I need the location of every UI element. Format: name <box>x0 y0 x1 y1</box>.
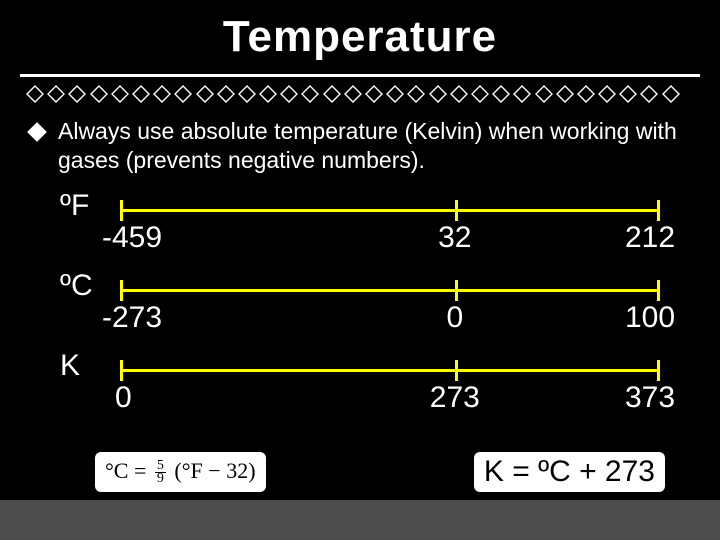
scale-axis <box>120 209 660 212</box>
f-lparen: ( <box>174 458 181 483</box>
bullet-text: Always use absolute temperature (Kelvin)… <box>58 117 690 175</box>
scale-label: ºC <box>60 269 93 303</box>
scale-value: 373 <box>625 381 675 415</box>
scale-tick <box>455 280 458 301</box>
diamond-icon <box>301 85 319 103</box>
bullet-row: Always use absolute temperature (Kelvin)… <box>0 113 720 175</box>
diamond-icon <box>344 85 362 103</box>
slide-title: Temperature <box>0 0 720 62</box>
fraction: 5 9 <box>155 460 166 486</box>
diamond-icon <box>132 85 150 103</box>
diamond-icon <box>47 85 65 103</box>
scale-tick <box>120 360 123 381</box>
scale-value: 32 <box>438 221 471 255</box>
scale-values: 0273373 <box>120 381 660 415</box>
scale-tick <box>455 360 458 381</box>
diamond-icon <box>513 85 531 103</box>
scale-row: ºF-45932212 <box>60 193 660 273</box>
diamond-icon <box>238 85 256 103</box>
diamond-icon <box>386 85 404 103</box>
scale-row: K0273373 <box>60 353 660 433</box>
bullet-diamond-icon <box>27 122 47 142</box>
f-eq: = <box>134 458 146 483</box>
scale-tick <box>455 200 458 221</box>
diamond-icon <box>26 85 44 103</box>
diamond-divider <box>20 81 700 107</box>
scale-values: -2730100 <box>120 301 660 335</box>
scale-row: ºC-2730100 <box>60 273 660 353</box>
scale-label: ºF <box>60 189 89 223</box>
scale-tick <box>657 280 660 301</box>
kelvin-formula: K = ºC + 273 <box>484 455 655 489</box>
temperature-scales: ºF-45932212ºC-2730100K0273373 <box>60 193 660 433</box>
scale-value: 100 <box>625 301 675 335</box>
scale-value: -273 <box>102 301 162 335</box>
scale-tick <box>120 280 123 301</box>
diamond-icon <box>196 85 214 103</box>
diamond-icon <box>619 85 637 103</box>
diamond-icon <box>556 85 574 103</box>
scale-values: -45932212 <box>120 221 660 255</box>
diamond-icon <box>153 85 171 103</box>
diamond-icon <box>471 85 489 103</box>
title-underline <box>20 74 700 77</box>
diamond-icon <box>68 85 86 103</box>
diamond-icon <box>111 85 129 103</box>
diamond-icon <box>577 85 595 103</box>
f-const: 32 <box>226 458 248 483</box>
diamond-icon <box>174 85 192 103</box>
diamond-icon <box>492 85 510 103</box>
f-rparen: ) <box>248 458 255 483</box>
f-rhs-unit: °F <box>182 458 203 483</box>
scale-axis <box>120 289 660 292</box>
diamond-icon <box>450 85 468 103</box>
diamond-icon <box>429 85 447 103</box>
diamond-icon <box>90 85 108 103</box>
celsius-formula-box: °C = 5 9 (°F − 32) <box>95 452 266 492</box>
scale-value: 0 <box>446 301 463 335</box>
kelvin-formula-box: K = ºC + 273 <box>474 452 665 492</box>
slide: Temperature Always use absolute temperat… <box>0 0 720 540</box>
diamond-icon <box>598 85 616 103</box>
diamond-icon <box>662 85 680 103</box>
bottom-bar <box>0 500 720 540</box>
diamond-icon <box>640 85 658 103</box>
diamond-icon <box>217 85 235 103</box>
scale-tick <box>657 200 660 221</box>
scale-value: -459 <box>102 221 162 255</box>
scale-value: 212 <box>625 221 675 255</box>
f-lhs: °C <box>105 458 128 483</box>
diamond-icon <box>535 85 553 103</box>
diamond-icon <box>280 85 298 103</box>
diamond-icon <box>259 85 277 103</box>
scale-value: 273 <box>430 381 480 415</box>
diamond-icon <box>323 85 341 103</box>
f-minus: − <box>208 458 220 483</box>
scale-tick <box>657 360 660 381</box>
scale-value: 0 <box>115 381 132 415</box>
diamond-icon <box>407 85 425 103</box>
frac-den: 9 <box>155 473 166 486</box>
scale-label: K <box>60 349 80 383</box>
celsius-formula: °C = 5 9 (°F − 32) <box>105 458 256 486</box>
scale-tick <box>120 200 123 221</box>
diamond-icon <box>365 85 383 103</box>
scale-axis <box>120 369 660 372</box>
